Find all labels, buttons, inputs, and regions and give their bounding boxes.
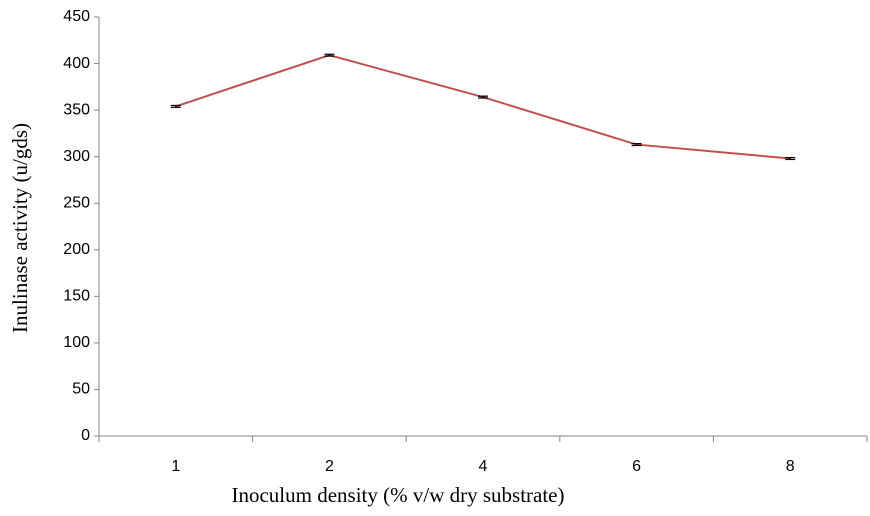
error-bar [324, 53, 335, 57]
y-tick-label: 50 [72, 381, 90, 398]
y-tick-label: 450 [63, 8, 90, 25]
y-tick-label: 350 [63, 101, 90, 118]
y-tick-label: 0 [81, 427, 90, 444]
error-bar [785, 156, 796, 161]
y-tick-label: 300 [63, 148, 90, 165]
y-tick-label: 200 [63, 241, 90, 258]
y-tick-label: 150 [63, 288, 90, 305]
x-tick-label: 1 [171, 458, 180, 475]
y-tick-label: 400 [63, 55, 90, 72]
x-tick-label: 6 [632, 458, 641, 475]
y-tick-label: 100 [63, 334, 90, 351]
x-tick-label: 8 [786, 458, 795, 475]
y-tick-label: 250 [63, 194, 90, 211]
error-bar [478, 95, 488, 99]
error-bar [631, 143, 642, 147]
y-axis-label: Inulinase activity (u/gds) [8, 123, 32, 333]
error-bar [170, 104, 181, 108]
x-tick-label: 4 [479, 458, 488, 475]
data-line [175, 54, 791, 160]
x-tick-label: 2 [325, 458, 334, 475]
x-axis-label: Inoculum density (% v/w dry substrate) [231, 483, 564, 507]
